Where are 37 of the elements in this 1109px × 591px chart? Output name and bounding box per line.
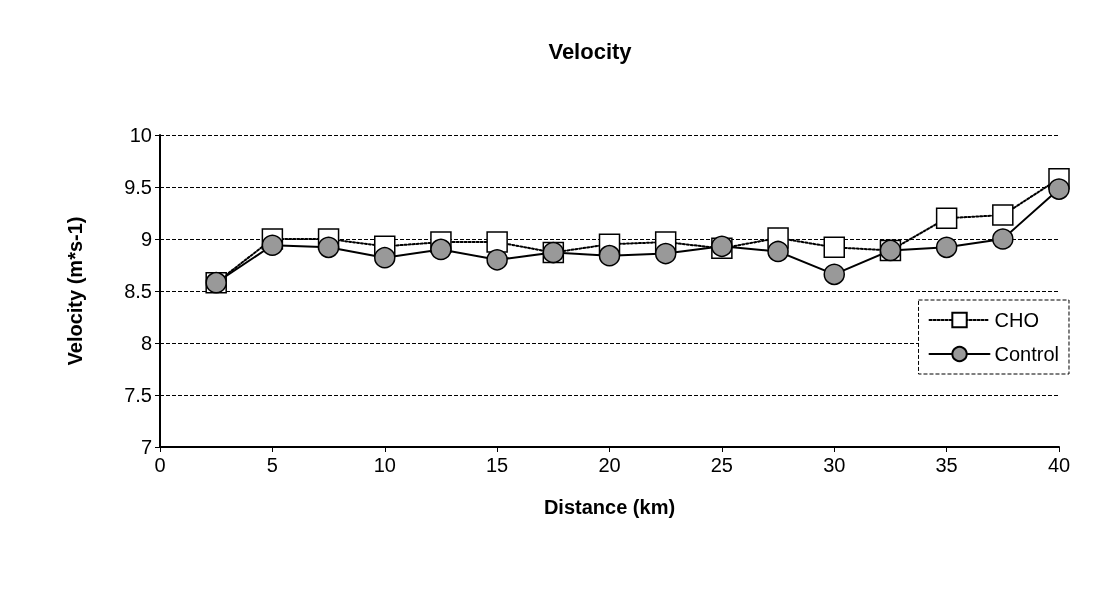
x-axis-title: Distance (km) <box>543 496 676 518</box>
point <box>823 263 845 286</box>
y-axis-title: Velocity (m*s-1) <box>64 216 86 366</box>
x-tick-label: 20 <box>598 454 621 476</box>
x-tick-label: 25 <box>710 454 733 476</box>
x-tick-label: 5 <box>266 454 278 476</box>
chart-title: Velocity <box>548 38 633 64</box>
point <box>261 234 284 256</box>
x-tick-label: 15 <box>486 454 509 476</box>
point <box>992 228 1014 250</box>
x-tick-label: 10 <box>373 454 396 476</box>
point <box>935 236 958 259</box>
point <box>1048 178 1070 200</box>
y-tick-label: 8 <box>140 332 152 354</box>
point <box>767 240 789 263</box>
point <box>317 236 340 259</box>
point <box>486 231 508 253</box>
x-tick-label: 0 <box>154 454 166 476</box>
legend-label: CHO <box>994 309 1039 331</box>
point <box>992 204 1014 226</box>
point <box>430 238 452 261</box>
point <box>486 249 508 271</box>
y-tick-label: 10 <box>129 124 152 146</box>
y-tick-label: 9 <box>140 228 152 250</box>
point <box>823 236 845 259</box>
point <box>374 246 396 269</box>
legend-label: Control <box>994 343 1060 365</box>
point <box>935 207 958 229</box>
y-tick-label: 7 <box>140 436 152 458</box>
point <box>598 244 621 267</box>
y-tick-label: 7.5 <box>124 384 152 406</box>
point <box>654 242 677 265</box>
x-tick-label: 30 <box>823 454 846 476</box>
x-tick-label: 40 <box>1047 454 1071 476</box>
y-tick-label: 8.5 <box>124 280 152 302</box>
x-tick-label: 35 <box>935 454 958 476</box>
y-tick-label: 9.5 <box>124 176 152 198</box>
